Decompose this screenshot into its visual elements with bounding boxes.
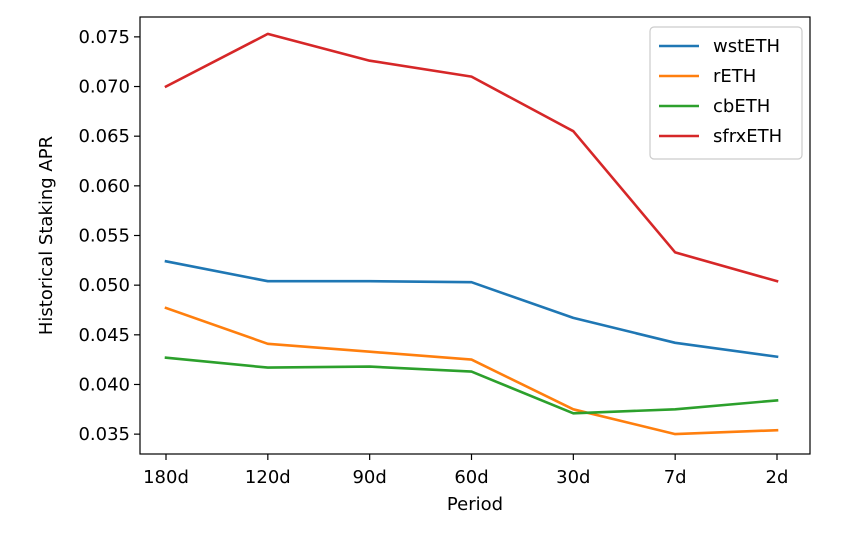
series-line-wstETH [164,259,779,359]
x-tick-label: 2d [766,467,789,488]
legend-label: cbETH [713,96,770,117]
y-tick-label: 0.070 [78,77,130,98]
x-tick-label: 120d [245,467,291,488]
y-tick-label: 0.045 [78,325,130,346]
x-tick-label: 90d [352,467,386,488]
legend-label: rETH [713,66,756,87]
x-tick-label: 30d [556,467,590,488]
y-tick-label: 0.055 [78,226,130,247]
axis-ticks: 180d 120d 90d 60d 30d 7d 2d 0.035 0.040 0.045 0.05… [78,27,788,488]
series-line-cbETH [164,356,779,415]
series-line-sfrxETH [164,32,779,283]
legend: wstETH rETH cbETH sfrxETH [649,26,803,160]
y-tick-label: 0.065 [78,126,130,147]
y-tick-label: 0.040 [78,374,130,395]
series-lines [164,32,779,436]
y-tick-label: 0.035 [78,424,130,445]
y-tick-label: 0.075 [78,27,130,48]
y-axis-label: Historical Staking APR [36,136,57,335]
y-tick-label: 0.060 [78,176,130,197]
legend-box [649,26,803,160]
x-tick-label: 60d [454,467,488,488]
plot-frame [139,16,811,455]
legend-label: sfrxETH [713,126,782,147]
x-axis-label: Period [447,494,503,515]
x-tick-label: 180d [143,467,189,488]
y-tick-label: 0.050 [78,275,130,296]
series-line-rETH [164,306,779,436]
x-tick-label: 7d [664,467,687,488]
legend-label: wstETH [713,36,780,57]
